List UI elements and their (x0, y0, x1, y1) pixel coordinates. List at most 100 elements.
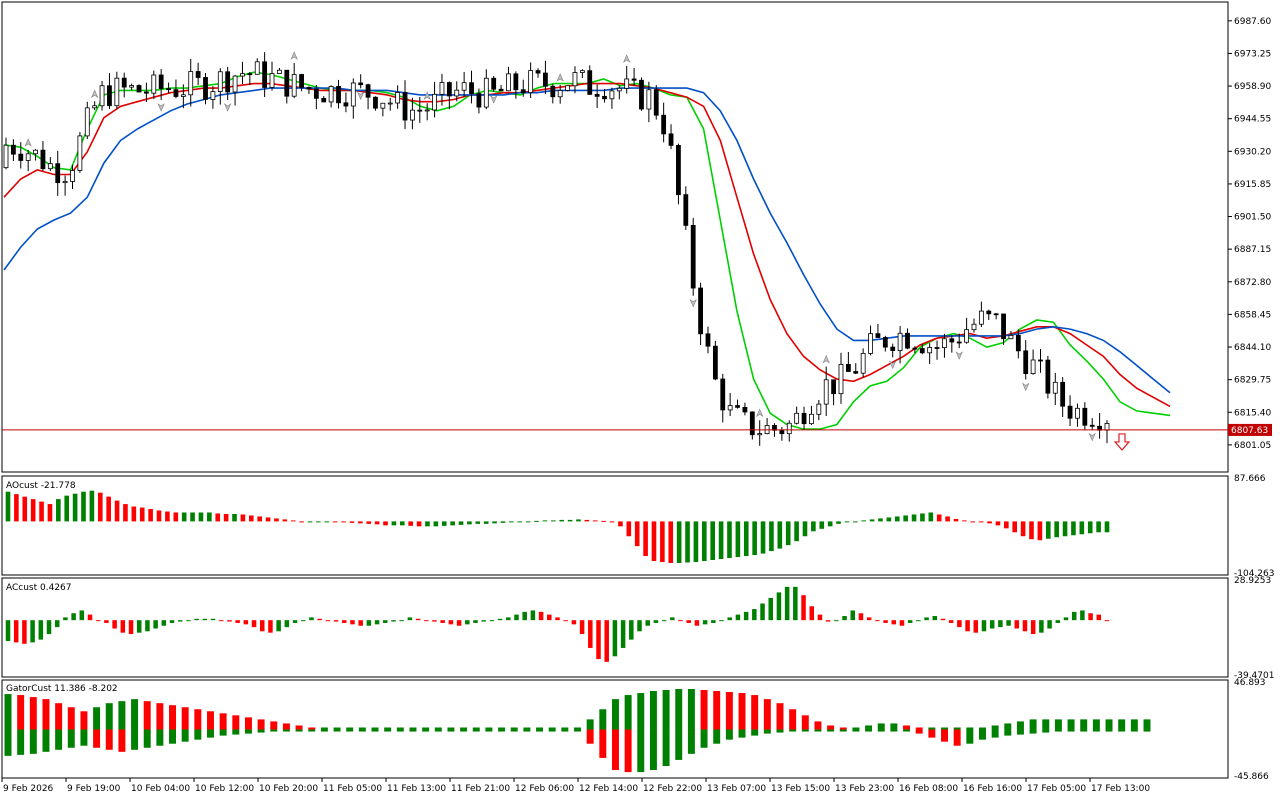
candle (491, 75, 497, 92)
candle (10, 139, 16, 162)
histogram-bar (332, 521, 338, 523)
candle (543, 60, 548, 94)
candle (336, 79, 341, 109)
histogram-bar (814, 721, 822, 730)
histogram-bar (1130, 719, 1138, 730)
histogram-bar (547, 614, 552, 621)
ao-indicator-panel[interactable]: 87.666 -104.263 (5, 474, 1275, 579)
candle (831, 379, 836, 406)
histogram-bar (194, 729, 202, 740)
histogram-bar (865, 725, 873, 730)
x-tick-label: 10 Feb 04:00 (131, 784, 190, 794)
histogram-bar (686, 620, 691, 623)
histogram-bar (1042, 719, 1050, 730)
histogram-bar (425, 521, 430, 527)
candle (616, 85, 622, 100)
histogram-bar (475, 521, 481, 524)
histogram-bar (325, 620, 331, 622)
price-panel[interactable]: 6987.60 6973.25 6958.90 6944.55 6930.20 6915.… (2, 17, 1272, 451)
histogram-bar (38, 620, 44, 640)
histogram-bar (776, 729, 784, 733)
candle (587, 65, 593, 95)
candle (173, 79, 179, 99)
histogram-bar (131, 729, 139, 750)
histogram-bar (611, 729, 619, 771)
current-price-label: 6807.63 (1231, 426, 1268, 436)
histogram-bar (143, 701, 151, 730)
histogram-bar (415, 618, 421, 621)
histogram-bar (1067, 729, 1075, 732)
fractal-down-icon (157, 103, 165, 112)
histogram-bar (525, 521, 531, 523)
candle (291, 62, 297, 99)
histogram-bar (801, 715, 809, 730)
histogram-bar (670, 617, 675, 621)
candle (240, 61, 245, 85)
histogram-bar (801, 729, 809, 732)
candle (816, 399, 822, 421)
histogram-bar (243, 620, 249, 625)
candle (646, 81, 652, 123)
candle (410, 97, 415, 130)
histogram-bar (769, 521, 774, 552)
ao-title: AOcust -21.778 (6, 481, 76, 491)
histogram-bar (839, 729, 847, 732)
y-tick-label: 28.9253 (1234, 576, 1271, 586)
histogram-bar (447, 729, 455, 732)
candle (432, 81, 437, 118)
histogram-bar (22, 496, 28, 522)
histogram-bar (67, 729, 75, 748)
histogram-bar (700, 729, 708, 748)
histogram-bar (232, 715, 240, 730)
histogram-bar (219, 713, 227, 730)
gator-indicator-panel[interactable]: 46.893 -45.866 (4, 678, 1269, 782)
histogram-bar (383, 620, 388, 623)
x-tick-label: 12 Feb 14:00 (579, 784, 638, 794)
histogram-bar (599, 709, 607, 730)
candle (868, 325, 873, 356)
candle (498, 84, 504, 92)
x-tick-label: 17 Feb 13:00 (1091, 784, 1150, 794)
histogram-bar (676, 521, 682, 563)
histogram-bar (333, 620, 339, 622)
x-tick-label: 16 Feb 08:00 (899, 784, 958, 794)
fractal-down-icon (490, 95, 498, 104)
histogram-bar (139, 507, 145, 522)
histogram-bar (460, 727, 468, 730)
y-tick-label: 6801.05 (1234, 441, 1271, 451)
histogram-bar (284, 620, 290, 628)
histogram-bar (295, 729, 303, 732)
histogram-bar (928, 512, 934, 522)
ac-indicator-panel[interactable]: 28.9253 -39.4701 (5, 576, 1275, 681)
histogram-bar (713, 729, 721, 744)
histogram-bar (1004, 521, 1009, 529)
candle (838, 352, 844, 404)
histogram-bar (624, 729, 632, 773)
histogram-bar (458, 521, 464, 525)
histogram-bar (522, 611, 527, 621)
histogram-bar (447, 727, 455, 730)
histogram-bar (584, 519, 590, 522)
histogram-bar (1054, 719, 1062, 730)
histogram-bar (64, 495, 70, 522)
histogram-bar (924, 617, 929, 621)
histogram-bar (422, 727, 430, 730)
histogram-bar (592, 520, 598, 522)
histogram-bar (440, 620, 445, 623)
histogram-bar (30, 620, 35, 643)
histogram-bar (485, 729, 493, 732)
candle (506, 66, 511, 92)
histogram-bar (270, 721, 278, 730)
histogram-bar (1105, 719, 1113, 730)
candle (572, 66, 578, 94)
histogram-bar (738, 729, 746, 738)
candle (882, 335, 888, 352)
histogram-bar (530, 610, 536, 621)
histogram-bar (978, 521, 984, 523)
histogram-bar (1079, 521, 1085, 535)
histogram-bar (433, 521, 439, 527)
histogram-bar (333, 727, 341, 730)
x-tick-label: 9 Feb 19:00 (67, 784, 121, 794)
histogram-bar (299, 521, 304, 523)
